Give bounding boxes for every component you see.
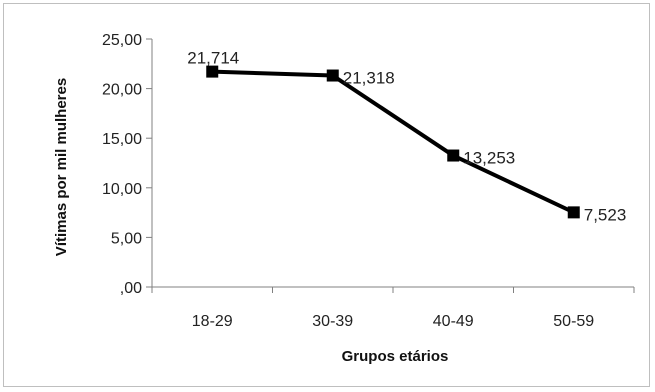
- y-tick-label: ,00: [120, 280, 142, 297]
- data-label: 13,253: [463, 149, 515, 168]
- x-axis: 18-29 30-39 40-49 50-59: [151, 286, 635, 330]
- y-tick-label: 15,00: [102, 131, 142, 148]
- chart-frame: [3, 3, 650, 387]
- x-tick-label: 30-39: [312, 313, 353, 330]
- series-line: [212, 69, 575, 215]
- y-tick-label: 20,00: [102, 82, 142, 99]
- data-point-marker: [567, 206, 580, 219]
- data-point-marker: [326, 69, 339, 82]
- y-tick-label: 5,00: [111, 230, 142, 247]
- y-axis-title: Vítimas por mil mulheres: [53, 78, 70, 256]
- data-labels: 21,714 21,318 13,253 7,523: [187, 49, 626, 225]
- data-label: 21,714: [187, 49, 239, 68]
- x-tick-label: 18-29: [192, 313, 233, 330]
- series-group: [206, 65, 580, 219]
- data-point-marker: [447, 149, 460, 162]
- y-axis: ,00 5,00 10,00 15,00 20,00 25,00: [102, 32, 153, 297]
- y-tick-label: 10,00: [102, 181, 142, 198]
- y-tick-label: 25,00: [102, 32, 142, 49]
- data-point-marker: [206, 65, 219, 78]
- x-tick-label: 40-49: [433, 313, 474, 330]
- data-label: 21,318: [343, 69, 395, 88]
- data-label: 7,523: [584, 205, 627, 224]
- x-tick-label: 50-59: [553, 313, 594, 330]
- x-axis-title: Grupos etários: [342, 348, 449, 365]
